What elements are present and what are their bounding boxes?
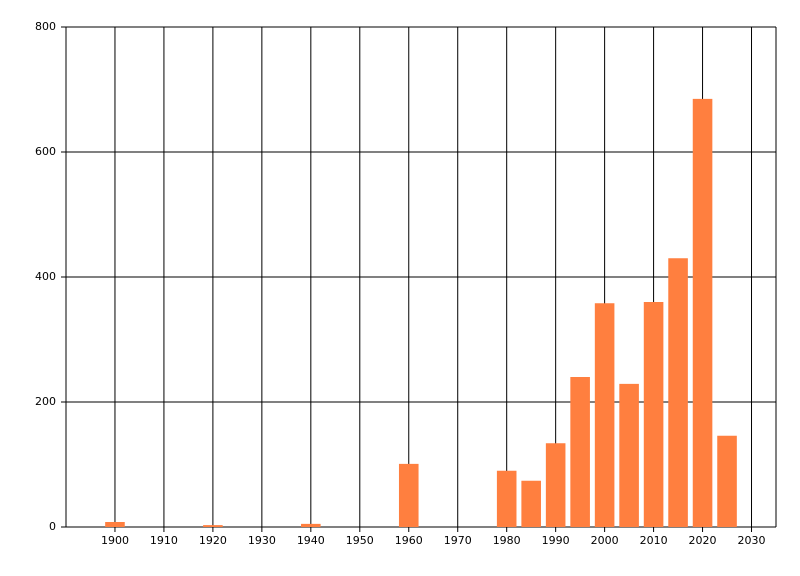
bar	[668, 258, 688, 527]
x-tick-label: 2030	[738, 534, 766, 547]
y-tick-label: 0	[49, 520, 56, 533]
x-tick-label: 1990	[542, 534, 570, 547]
x-tick-label: 2000	[591, 534, 619, 547]
bar	[105, 522, 125, 527]
bar	[717, 435, 737, 527]
y-tick-label: 800	[35, 20, 56, 33]
bar	[521, 480, 541, 527]
x-tick-label: 1930	[248, 534, 276, 547]
x-tick-label: 2020	[689, 534, 717, 547]
y-tick-label: 600	[35, 145, 56, 158]
bar	[570, 377, 590, 527]
x-tick-label: 1970	[444, 534, 472, 547]
x-tick-label: 1910	[150, 534, 178, 547]
bar	[643, 302, 664, 527]
x-tick-label: 1980	[493, 534, 521, 547]
bar	[496, 470, 517, 527]
bar	[545, 443, 566, 527]
bar	[594, 303, 615, 527]
x-tick-label: 1940	[297, 534, 325, 547]
bar	[619, 383, 639, 527]
x-tick-label: 1920	[199, 534, 227, 547]
x-tick-label: 1960	[395, 534, 423, 547]
x-tick-label: 2010	[640, 534, 668, 547]
bar	[301, 523, 321, 527]
y-tick-label: 200	[35, 395, 56, 408]
bar	[398, 463, 419, 527]
bar	[692, 98, 713, 527]
bar	[203, 525, 223, 527]
x-tick-label: 1950	[346, 534, 374, 547]
x-tick-label: 1900	[101, 534, 129, 547]
y-tick-label: 400	[35, 270, 56, 283]
